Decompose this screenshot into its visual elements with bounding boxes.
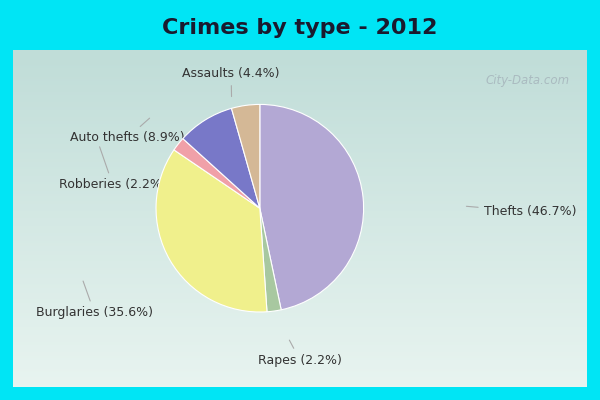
Text: Robberies (2.2%): Robberies (2.2%) [59, 147, 167, 191]
Wedge shape [156, 150, 267, 312]
Text: City-Data.com: City-Data.com [485, 74, 570, 86]
Wedge shape [174, 139, 260, 208]
Text: Crimes by type - 2012: Crimes by type - 2012 [163, 18, 437, 38]
Text: Rapes (2.2%): Rapes (2.2%) [258, 340, 342, 366]
Text: Burglaries (35.6%): Burglaries (35.6%) [36, 281, 153, 319]
Wedge shape [260, 208, 281, 312]
Wedge shape [183, 108, 260, 208]
Text: Auto thefts (8.9%): Auto thefts (8.9%) [70, 118, 185, 144]
Wedge shape [232, 104, 260, 208]
Text: Thefts (46.7%): Thefts (46.7%) [466, 205, 576, 218]
Wedge shape [260, 104, 364, 310]
Text: Assaults (4.4%): Assaults (4.4%) [182, 67, 280, 96]
